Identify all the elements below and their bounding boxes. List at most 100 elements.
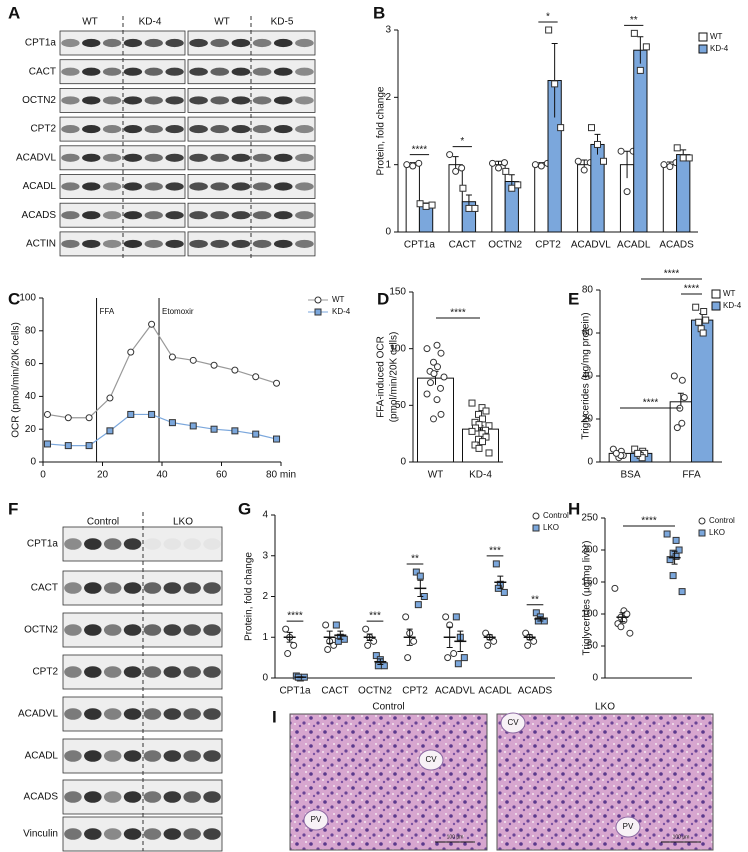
bar	[633, 49, 648, 233]
y-tick-label: 20	[582, 414, 594, 425]
blot-band	[82, 38, 101, 48]
significance-label: **	[630, 15, 638, 26]
blot-band	[295, 182, 314, 191]
y-tick-label: 50	[395, 400, 407, 411]
significance-label: ***	[489, 546, 501, 557]
data-point	[189, 422, 197, 430]
data-point	[284, 650, 292, 658]
error-bar	[497, 575, 504, 589]
x-tick-label: ACADVL	[571, 240, 611, 251]
blot-label: OCTN2	[22, 95, 56, 106]
blot-band	[273, 67, 293, 76]
data-point	[458, 164, 466, 172]
legend-swatch	[711, 289, 721, 299]
blot-band	[183, 791, 201, 803]
blot-label: CACT	[31, 583, 58, 594]
blot-band	[231, 239, 251, 248]
y-tick-label: 1	[262, 632, 268, 643]
blot-band	[273, 38, 293, 48]
blot-band	[103, 582, 122, 594]
blot-band	[61, 125, 80, 134]
x-tick-label: ACADL	[478, 686, 512, 697]
blot-band	[273, 96, 293, 105]
significance-label: ****	[287, 611, 303, 622]
blot-band	[231, 182, 251, 191]
data-point	[475, 410, 482, 418]
blot-band	[231, 211, 251, 220]
error-bar	[297, 676, 304, 679]
blot-band	[64, 791, 82, 803]
data-point	[454, 660, 462, 668]
blot-band	[123, 791, 142, 803]
panel-letter: B	[373, 3, 385, 22]
data-point	[450, 650, 458, 658]
x-tick-label: ACADS	[659, 240, 694, 251]
blot-band	[203, 750, 221, 762]
data-point	[452, 167, 460, 175]
blot-band	[82, 125, 101, 134]
data-point	[430, 415, 437, 423]
significance-label: ****	[641, 516, 657, 527]
data-point	[362, 625, 370, 633]
blot-label: ACADS	[24, 792, 59, 803]
blot-band	[143, 666, 162, 678]
data-point	[636, 66, 644, 74]
data-point	[189, 356, 197, 364]
error-bar	[537, 616, 544, 622]
y-tick-label: 150	[581, 577, 598, 588]
blot-band	[82, 67, 101, 76]
data-point	[427, 379, 434, 387]
data-point	[698, 529, 706, 537]
data-point	[437, 410, 445, 418]
data-point	[673, 144, 681, 152]
blot-band	[64, 582, 82, 594]
blot-band	[103, 666, 122, 678]
significance-label: *	[460, 136, 464, 147]
data-point	[452, 613, 460, 621]
y-tick-label: 60	[582, 328, 594, 339]
data-point	[290, 641, 298, 649]
data-point	[685, 154, 693, 162]
blot-label: CPT1a	[25, 38, 57, 49]
blot-band	[84, 750, 102, 762]
data-point	[402, 613, 410, 621]
x-tick-label: 60	[216, 470, 228, 481]
data-point	[364, 641, 372, 649]
blot-band	[163, 750, 182, 762]
blot-label: ACADVL	[16, 152, 56, 163]
panel-letter: I	[272, 707, 277, 726]
blot-band	[252, 38, 272, 48]
blot-label: ACADS	[22, 210, 57, 221]
data-point	[532, 609, 540, 617]
blot-band	[165, 96, 184, 105]
data-point	[370, 637, 378, 645]
data-point	[64, 414, 72, 422]
blot-band	[123, 96, 143, 105]
data-point	[700, 308, 708, 315]
data-point	[580, 166, 588, 174]
blot-band	[189, 38, 208, 48]
data-point	[620, 616, 628, 624]
data-point	[680, 394, 688, 401]
blot-band	[123, 828, 142, 840]
error-bar	[377, 658, 384, 666]
blot-band	[102, 211, 122, 220]
blot-label: CPT2	[30, 124, 56, 135]
blot-label: ACADVL	[18, 709, 58, 720]
blot-band	[61, 211, 80, 220]
data-point	[660, 161, 668, 169]
data-point	[545, 26, 553, 34]
data-point	[642, 43, 650, 51]
blot-band	[123, 624, 142, 636]
panel-letter: E	[568, 289, 579, 308]
event-label: Etomoxir	[162, 307, 194, 316]
data-point	[148, 320, 156, 328]
blot-band	[103, 750, 122, 762]
blot-band	[163, 624, 182, 636]
blot-band	[203, 708, 221, 720]
x-tick-label: OCTN2	[488, 240, 522, 251]
x-tick-label: BSA	[620, 470, 640, 481]
data-point	[594, 140, 601, 148]
data-point	[672, 536, 680, 544]
